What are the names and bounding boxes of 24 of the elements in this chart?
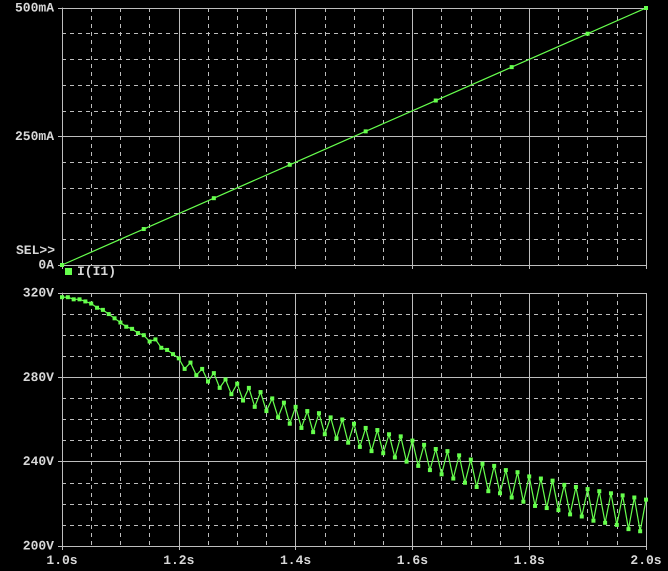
point (586, 32, 590, 36)
point (364, 129, 368, 134)
point (212, 196, 216, 200)
point (288, 162, 292, 167)
point (60, 263, 64, 267)
text: SEL>> (16, 243, 56, 258)
y-tick-label: 280V (22, 370, 54, 385)
x-tick-label: 1.8s (514, 553, 545, 568)
legend-label: I(I1) (77, 264, 116, 279)
x-tick-label: 1.0s (46, 553, 78, 568)
y-tick-label: 250mA (14, 129, 54, 144)
y-tick-label: 320V (22, 286, 54, 300)
point (434, 98, 438, 103)
x-tick-label: 2.0s (630, 553, 662, 568)
point (644, 6, 648, 10)
y-tick-label: 500mA (14, 0, 54, 16)
point (510, 65, 514, 70)
y-tick-label: 240V (22, 454, 54, 470)
y-tick-label: 200V (22, 538, 54, 554)
y-tick-label: 0A (38, 258, 54, 272)
x-tick-label: 1.2s (163, 553, 195, 568)
point (142, 227, 146, 232)
x-tick-label: 1.4s (280, 553, 312, 568)
x-tick-label: 1.6s (396, 553, 428, 568)
